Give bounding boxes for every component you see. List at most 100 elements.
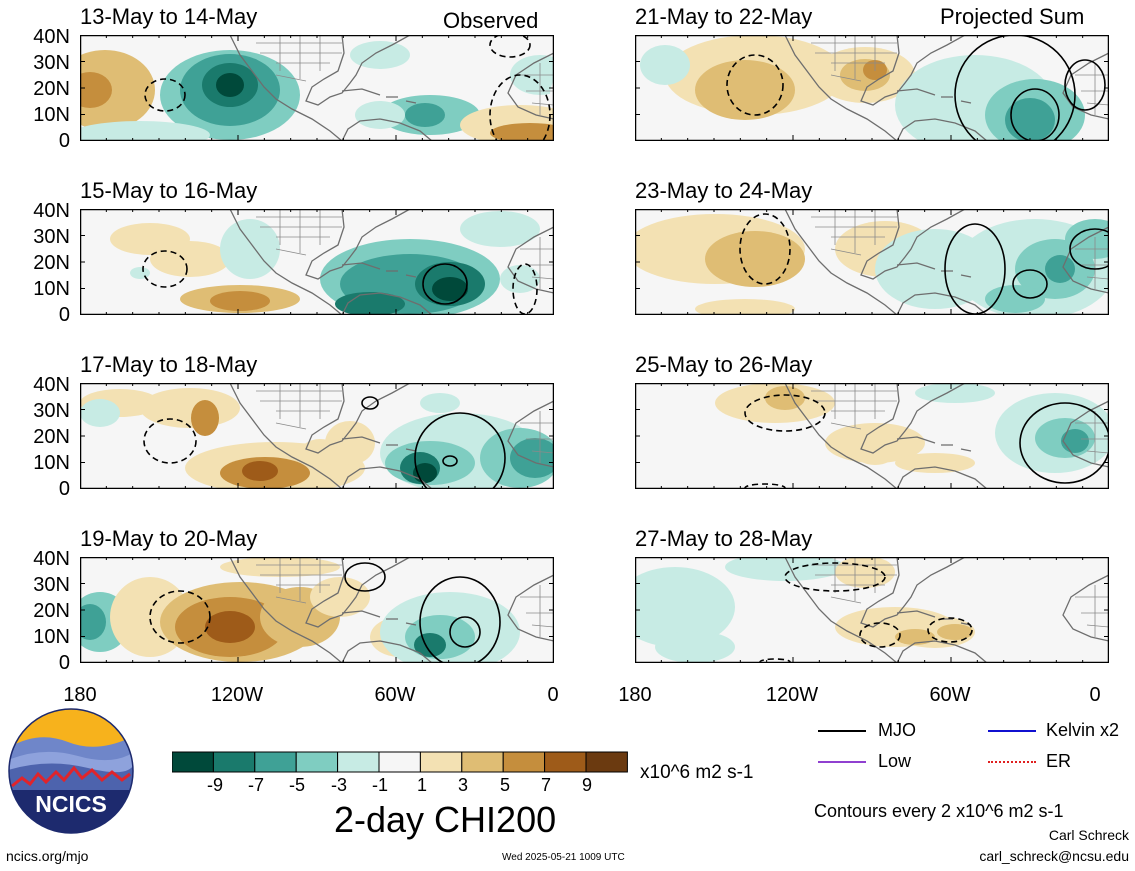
mjo-contour [1064, 59, 1106, 111]
coastline [229, 557, 554, 663]
lat-label: 40N [33, 374, 70, 396]
lat-label: 10N [33, 278, 70, 300]
anomaly-shading [705, 231, 805, 287]
lat-label: 40N [33, 548, 70, 570]
anomaly-shading [490, 123, 554, 141]
colorbar-label: 3 [457, 775, 468, 795]
lat-label: 30N [33, 52, 70, 74]
map-panel-left-2 [80, 209, 554, 315]
political-borders [811, 557, 1109, 637]
panel-frame [80, 557, 554, 663]
anomaly-shading [310, 577, 370, 617]
footer-url: ncics.org/mjo [6, 848, 89, 864]
mjo-contour [1019, 402, 1109, 484]
contour-note: Contours every 2 x10^6 m2 s-1 [814, 801, 1064, 821]
anomaly-shading [640, 45, 690, 85]
mjo-contour [344, 562, 386, 592]
anomaly-shading [835, 557, 895, 588]
anomaly-shading [695, 60, 795, 120]
footer-author: Carl Schreck [1048, 827, 1129, 843]
colorbar-label: 5 [499, 775, 510, 795]
observed-label: Observed [443, 8, 539, 33]
colorbar-swatch [461, 751, 504, 773]
anomaly-shading [460, 211, 540, 247]
colorbar-swatch [254, 751, 297, 773]
colorbar-label: 9 [581, 775, 592, 795]
anomaly-shading [80, 72, 112, 108]
mjo-contour [859, 622, 901, 648]
lat-label: 20N [33, 426, 70, 448]
map-panel-right-1 [635, 35, 1109, 141]
mjo-contour [422, 263, 468, 305]
lon-label: 0 [1089, 684, 1101, 706]
political-borders [256, 209, 554, 289]
anomaly-shading [210, 291, 270, 311]
colorbar-label: -3 [330, 775, 347, 795]
lat-label: 0 [58, 130, 70, 152]
anomaly-shading [855, 441, 895, 465]
lat-label: 10N [33, 626, 70, 648]
anomaly-shading [413, 463, 437, 483]
panel-frame [635, 35, 1109, 141]
political-borders [811, 209, 1109, 289]
lat-label: 40N [33, 200, 70, 222]
anomaly-shading [414, 633, 446, 657]
anomaly-shading [405, 103, 445, 127]
panel-title-left-1: 13-May to 14-May [80, 4, 258, 29]
colorbar-label: -5 [288, 775, 305, 795]
anomaly-shading [150, 241, 230, 277]
colorbar-label: -1 [371, 775, 388, 795]
colorbar-swatch [337, 751, 380, 773]
colorbar-swatch [212, 751, 256, 773]
anomaly-shading [635, 567, 735, 647]
anomaly-shading [510, 438, 554, 478]
panel-title-right-4: 27-May to 28-May [635, 526, 813, 551]
anomaly-shading [140, 388, 240, 428]
coastline [784, 383, 1109, 489]
lat-label: 0 [58, 304, 70, 326]
mjo-contour [414, 412, 506, 489]
panel-frame [635, 557, 1109, 663]
anomaly-shading [191, 400, 219, 436]
anomaly-shading [655, 631, 735, 663]
lat-label: 0 [58, 652, 70, 674]
panel-title-left-4: 19-May to 20-May [80, 526, 258, 551]
lon-label: 60W [374, 684, 416, 706]
political-borders [256, 383, 554, 463]
mjo-contour [142, 250, 188, 288]
mjo-contour [739, 213, 791, 285]
lon-label: 120W [210, 684, 264, 706]
mjo-contour [361, 396, 379, 410]
anomaly-shading [205, 611, 255, 643]
colorbar-swatch [172, 751, 214, 773]
mjo-contour [143, 418, 197, 464]
lat-label: 10N [33, 104, 70, 126]
anomaly-shading [220, 219, 280, 279]
mjo-contour [784, 562, 886, 592]
colorbar-swatch [585, 751, 628, 773]
colorbar-swatch [502, 751, 546, 773]
anomaly-shading [1045, 255, 1075, 283]
colorbar-label: 1 [416, 775, 427, 795]
political-borders [811, 383, 1109, 463]
panel-frame [80, 383, 554, 489]
coastline [784, 35, 1109, 141]
political-borders [256, 35, 554, 115]
map-panel-right-2 [635, 209, 1109, 315]
mjo-contour [419, 576, 501, 663]
legend-label-kelvin: Kelvin x2 [1046, 720, 1120, 740]
colorbar-label: -9 [206, 775, 223, 795]
anomaly-shading [895, 629, 935, 645]
map-panel-left-1 [80, 35, 554, 141]
lon-label: 120W [765, 684, 819, 706]
coastline [229, 35, 554, 141]
anomaly-shading [216, 73, 244, 97]
mjo-contour [489, 35, 531, 58]
panel-title-right-2: 23-May to 24-May [635, 178, 813, 203]
anomaly-shading [695, 299, 795, 315]
colorbar-swatch [419, 751, 463, 773]
lat-label: 20N [33, 78, 70, 100]
political-borders [811, 35, 1109, 115]
anomaly-shading [80, 399, 120, 427]
panel-title-left-3: 17-May to 18-May [80, 352, 258, 377]
